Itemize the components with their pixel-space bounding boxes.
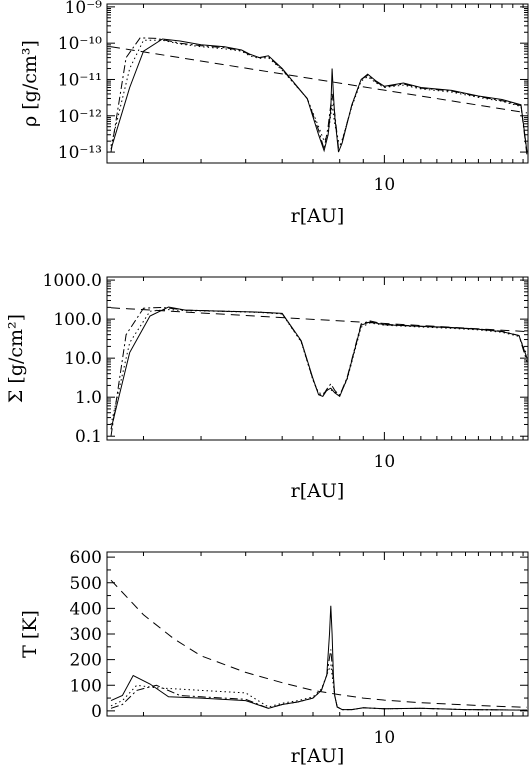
- x-tick-label: 10: [374, 452, 396, 472]
- series-line-dashed: [110, 307, 528, 333]
- x-axis-title: r[AU]: [291, 205, 345, 227]
- y-tick-label: 10⁻¹⁰: [58, 34, 102, 54]
- y-axis-title: T [K]: [19, 610, 41, 658]
- y-tick-label: 0.1: [75, 427, 102, 447]
- y-tick-label: 200: [70, 651, 102, 671]
- y-tick-label: 10.0: [64, 349, 102, 369]
- y-tick-label: 0: [91, 702, 102, 722]
- y-tick-label: 10⁻⁹: [65, 0, 103, 18]
- series-line-dashdot: [110, 306, 528, 437]
- plot-frame: [106, 276, 529, 441]
- y-tick-label: 500: [70, 574, 102, 594]
- x-tick-label: 10: [374, 728, 396, 748]
- series-line-dashdot: [110, 649, 528, 711]
- x-axis-title: r[AU]: [291, 745, 345, 767]
- series-line-solid: [110, 605, 528, 711]
- y-axis-title: Σ [g/cm²]: [5, 314, 27, 403]
- x-axis-title: r[AU]: [291, 480, 345, 502]
- y-tick-label: 1000.0: [43, 271, 102, 291]
- y-tick-label: 10⁻¹²: [58, 107, 102, 127]
- y-tick-label: 10⁻¹³: [58, 143, 102, 163]
- series-line-dotted: [110, 309, 528, 425]
- y-tick-label: 100: [70, 676, 102, 696]
- y-tick-label: 600: [70, 548, 102, 568]
- series-line-dashed: [110, 579, 528, 708]
- y-tick-label: 300: [70, 625, 102, 645]
- y-tick-label: 400: [70, 599, 102, 619]
- series-line-solid: [110, 306, 528, 430]
- series-line-dotted: [110, 664, 528, 711]
- plot-frame: [106, 3, 529, 164]
- y-tick-label: 100.0: [53, 310, 102, 330]
- series-line-solid: [110, 38, 528, 153]
- y-tick-label: 10⁻¹¹: [58, 70, 102, 90]
- y-axis-title: ρ [g/cm³]: [19, 40, 41, 127]
- x-tick-label: 10: [374, 175, 396, 195]
- panel-2: 10 0.1 1.0 10.0 100.0 1000.0 r[AU] Σ [g/cm²]: [5, 271, 529, 502]
- series-line-dashed: [110, 46, 528, 114]
- panel-1: 10 10⁻¹³ 10⁻¹² 10⁻¹¹ 10⁻¹⁰ 10⁻⁹ r[AU] ρ [g/cm³]: [19, 0, 529, 227]
- series-line-dashdot: [110, 37, 528, 156]
- y-tick-label: 1.0: [75, 388, 102, 408]
